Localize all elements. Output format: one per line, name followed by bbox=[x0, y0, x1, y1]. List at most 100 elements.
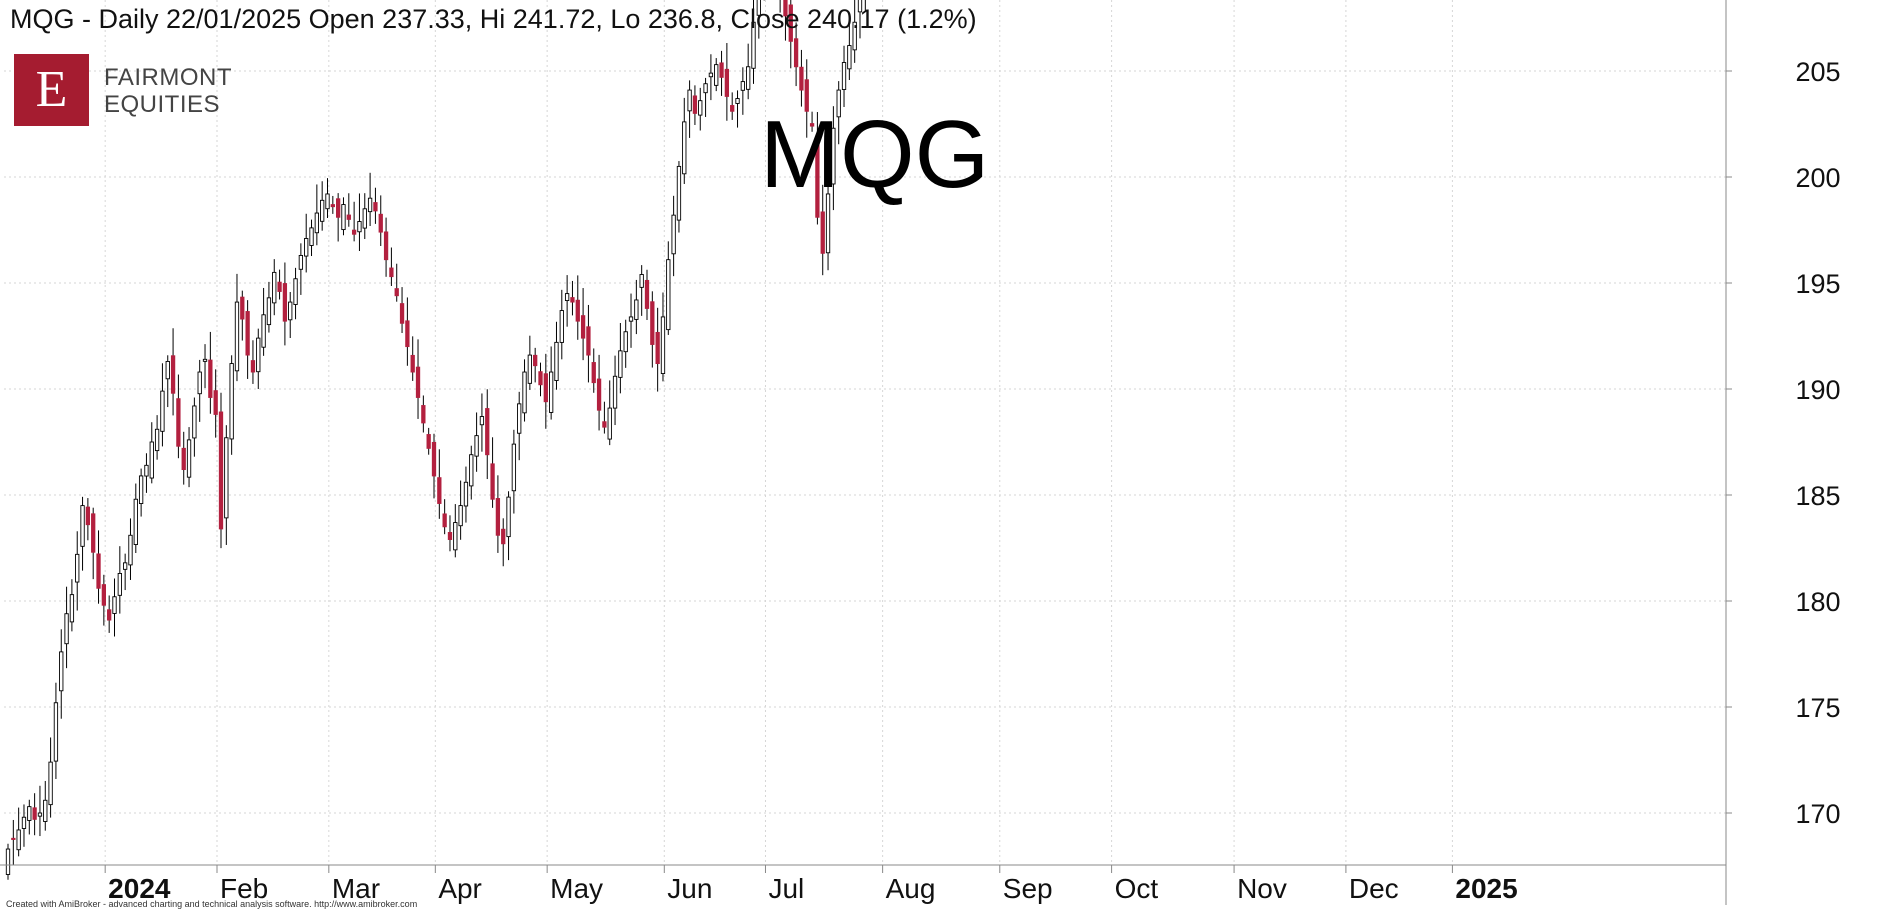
candle-down bbox=[410, 354, 415, 373]
candle-up bbox=[458, 505, 463, 527]
x-tick-label: Sep bbox=[1003, 873, 1053, 904]
x-tick-label: Oct bbox=[1115, 873, 1159, 904]
candle-up bbox=[522, 371, 527, 414]
brand-name-line2: EQUITIES bbox=[104, 91, 221, 118]
candle-down bbox=[383, 231, 389, 261]
candle-down bbox=[650, 301, 655, 345]
candle-down bbox=[437, 477, 442, 504]
candle-up bbox=[59, 651, 64, 692]
candle-down bbox=[431, 441, 437, 477]
candle-up bbox=[708, 72, 714, 78]
candle-down bbox=[596, 378, 602, 411]
candle-up bbox=[80, 505, 85, 547]
candles bbox=[5, 0, 866, 880]
candle-up bbox=[453, 522, 458, 551]
candle-down bbox=[788, 4, 793, 42]
candle-up bbox=[192, 405, 197, 439]
candle-up bbox=[133, 498, 138, 545]
y-tick-label: 175 bbox=[1795, 693, 1840, 723]
candle-up bbox=[298, 254, 304, 270]
candle-up bbox=[618, 350, 623, 378]
candle-down bbox=[501, 528, 506, 545]
candle-down bbox=[538, 371, 543, 386]
candle-down bbox=[586, 326, 591, 356]
candle-up bbox=[48, 761, 53, 806]
candle-up bbox=[43, 799, 48, 822]
candle-down bbox=[282, 283, 288, 322]
candle-up bbox=[186, 439, 192, 478]
candle-up bbox=[367, 197, 373, 213]
candle-up bbox=[138, 475, 144, 505]
y-tick-label: 180 bbox=[1795, 587, 1840, 617]
candle-down bbox=[580, 315, 586, 339]
candle-up bbox=[671, 214, 676, 255]
candle-up bbox=[517, 403, 522, 434]
candle-up bbox=[479, 416, 485, 426]
candle-up bbox=[549, 371, 554, 413]
candle-up bbox=[698, 100, 703, 116]
candle-up bbox=[756, 0, 761, 16]
candle-up bbox=[149, 441, 154, 479]
candle-up bbox=[628, 316, 634, 322]
candle-up bbox=[288, 301, 293, 321]
candle-up bbox=[607, 407, 612, 440]
candle-down bbox=[389, 267, 394, 278]
brand-name: FAIRMONT EQUITIES bbox=[104, 64, 232, 118]
candle-down bbox=[809, 123, 815, 127]
candle-down bbox=[378, 213, 383, 233]
candle-down bbox=[250, 360, 256, 373]
candle-up bbox=[21, 816, 27, 829]
candle-up bbox=[740, 81, 746, 91]
candle-up bbox=[559, 310, 564, 343]
candle-down bbox=[485, 408, 490, 456]
candle-down bbox=[176, 398, 181, 447]
candle-down bbox=[421, 405, 426, 424]
candle-down bbox=[85, 506, 91, 526]
y-tick-label: 170 bbox=[1795, 799, 1840, 829]
candle-up bbox=[666, 259, 671, 331]
candle-up bbox=[229, 363, 234, 440]
candle-down bbox=[96, 553, 101, 589]
y-tick-label: 185 bbox=[1795, 481, 1840, 511]
candle-down bbox=[724, 68, 730, 97]
candle-down bbox=[181, 447, 186, 471]
y-tick-label: 195 bbox=[1795, 269, 1840, 299]
candle-up bbox=[320, 199, 325, 222]
y-tick-label: 205 bbox=[1795, 57, 1840, 87]
candle-down bbox=[820, 211, 825, 254]
candle-up bbox=[852, 21, 857, 51]
candle-up bbox=[469, 454, 474, 487]
candle-down bbox=[213, 390, 218, 415]
candle-down bbox=[32, 807, 37, 820]
x-tick-label: 2025 bbox=[1455, 873, 1517, 904]
x-tick-label: Jun bbox=[667, 873, 712, 904]
candle-down bbox=[208, 359, 213, 398]
candle-up bbox=[660, 316, 666, 375]
candle-down bbox=[490, 463, 495, 500]
candle-up bbox=[122, 562, 128, 570]
candle-up bbox=[554, 341, 559, 381]
candle-up bbox=[857, 0, 863, 13]
candle-up bbox=[202, 358, 208, 362]
candle-up bbox=[53, 702, 59, 762]
candle-up bbox=[825, 193, 831, 254]
candle-up bbox=[474, 435, 479, 457]
candle-up bbox=[160, 390, 165, 432]
candle-up bbox=[687, 89, 692, 112]
x-tick-label: Nov bbox=[1237, 873, 1287, 904]
candle-up bbox=[357, 221, 362, 233]
candle-up bbox=[272, 271, 277, 304]
candle-up bbox=[165, 360, 170, 380]
candle-down bbox=[591, 362, 596, 384]
candle-down bbox=[218, 411, 224, 530]
candle-down bbox=[373, 202, 378, 212]
candle-down bbox=[730, 105, 735, 112]
candle-up bbox=[612, 375, 618, 409]
candle-down bbox=[405, 320, 410, 348]
candle-down bbox=[442, 513, 447, 528]
candle-up bbox=[746, 66, 751, 90]
candle-down bbox=[336, 198, 341, 218]
candle-up bbox=[117, 572, 122, 596]
candle-down bbox=[240, 296, 245, 320]
brand-name-line1: FAIRMONT bbox=[104, 64, 232, 91]
